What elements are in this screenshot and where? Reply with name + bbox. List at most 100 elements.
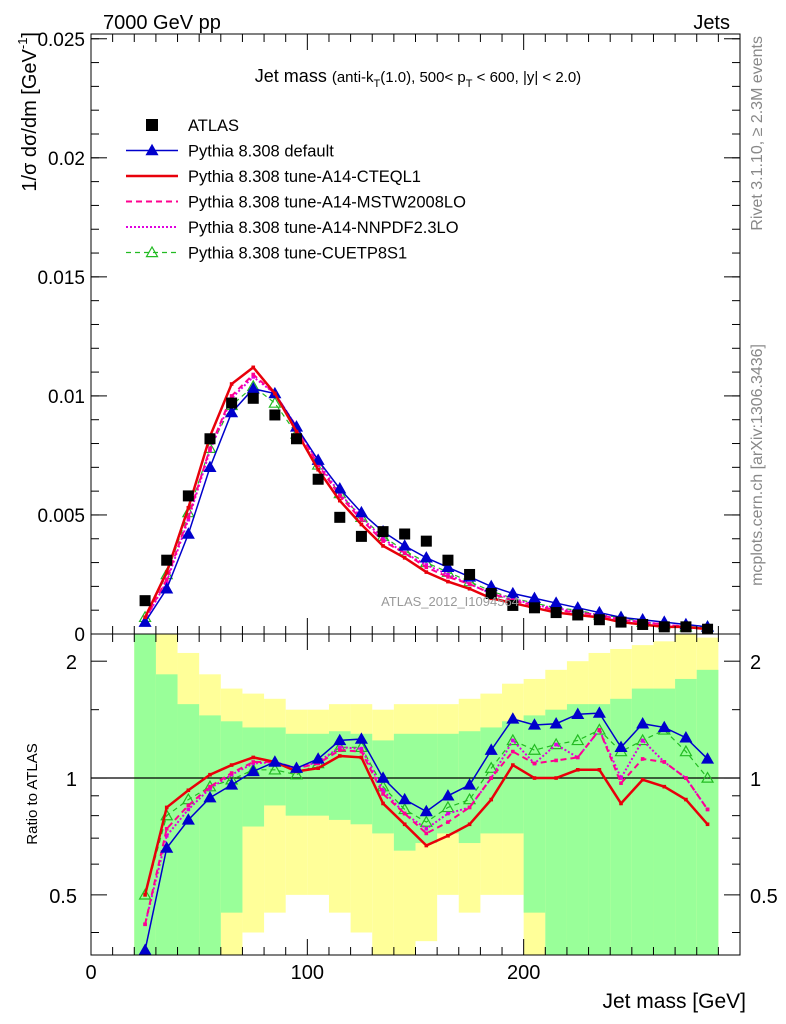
ratio-default-marker	[592, 706, 606, 718]
ratio-default-marker	[225, 778, 239, 790]
main-nnpdf-marker	[511, 596, 515, 601]
main-atlas-point	[377, 526, 389, 538]
main-nnpdf-marker	[359, 515, 364, 520]
ratio-default-marker	[571, 707, 585, 719]
header-left-label: 7000 GeV pp	[103, 12, 221, 34]
main-atlas-point	[637, 618, 649, 630]
ratio-default-marker	[354, 732, 368, 744]
ratio-default-marker	[419, 804, 433, 817]
main-default-marker	[419, 551, 433, 563]
ratio-band-inner	[242, 727, 265, 827]
ratio-y-axis-label: Ratio to ATLAS	[24, 743, 41, 844]
analysis-watermark: ATLAS_2012_I1094564	[381, 594, 519, 609]
ratio-mstw-marker	[575, 755, 580, 760]
main-default-marker	[311, 453, 325, 465]
main-cteql1-marker	[273, 391, 277, 396]
ratio-default-marker	[138, 943, 152, 955]
main-nnpdf-marker	[337, 491, 342, 496]
main-y-axis-label: 1/σ dσ/dm [GeV-1]	[15, 32, 41, 192]
ratio-axes: 0.5 0.5 1 1 2 2 0 100 200	[49, 634, 778, 984]
ratio-mstw-line	[144, 727, 709, 925]
ratio-mstw-marker	[337, 748, 342, 752]
ratio-band-inner	[134, 634, 156, 955]
ratio-cteql1-marker	[467, 822, 472, 827]
main-default-marker	[441, 560, 455, 573]
plot-title: Jet mass (anti-kT(1.0), 500< pT < 600, |…	[255, 66, 581, 90]
main-cteql1-marker	[229, 382, 234, 386]
legend-label-cteql1: Pythia 8.308 tune-A14-CTEQL1	[188, 168, 421, 186]
ratio-default-marker	[333, 733, 347, 746]
ratio-band-inner	[566, 704, 589, 955]
ratio-y-tick-label: 1	[66, 769, 77, 791]
main-cteql1-marker	[467, 586, 472, 591]
ratio-nnpdf-marker	[446, 811, 450, 816]
ratio-mstw-marker	[705, 807, 710, 812]
main-mstw-marker	[467, 582, 472, 586]
ratio-cteql1-marker	[316, 766, 320, 771]
main-cteql1-marker	[143, 615, 147, 620]
plot-title-sub-t1: T	[374, 78, 381, 90]
main-cuetp8s1-marker	[268, 396, 282, 408]
x-axis-label: Jet mass [GeV]	[602, 990, 746, 1013]
main-cteql1-marker	[316, 467, 320, 472]
legend-label-cuetp8s1: Pythia 8.308 tune-CUETP8S1	[188, 245, 407, 263]
main-mstw-marker	[424, 565, 429, 570]
ratio-cteql1-marker	[575, 768, 580, 772]
plot-title-main: Jet mass	[255, 66, 327, 86]
ratio-mstw-marker	[402, 811, 407, 816]
ratio-y-tick-label-right: 2	[750, 652, 761, 674]
main-axes: 0 0.005 0.01 0.015 0.02 0.025	[37, 30, 740, 646]
ratio-y-tick-label-right: 1	[750, 769, 761, 791]
ratio-band-inner	[437, 733, 459, 834]
legend-label-mstw: Pythia 8.308 tune-A14-MSTW2008LO	[188, 194, 466, 212]
main-atlas-point	[442, 554, 454, 566]
main-y-tick-label: 0.025	[37, 30, 85, 51]
ratio-mstw-marker	[684, 776, 688, 780]
ratio-cteql1-marker	[640, 777, 645, 782]
mcplots-label: mcplots.cern.ch [arXiv:1306.3436]	[749, 344, 766, 586]
ratio-band-inner	[523, 715, 546, 913]
ratio-mstw-marker	[489, 776, 494, 780]
ratio-nnpdf-marker	[511, 738, 515, 743]
main-atlas-point	[702, 623, 714, 634]
main-y-tick-label: 0.015	[37, 268, 85, 289]
main-atlas-point	[593, 614, 605, 626]
ratio-cuetp8s1-line	[144, 729, 709, 896]
ratio-band-inner	[675, 678, 697, 955]
legend-label-atlas: ATLAS	[188, 117, 239, 135]
main-atlas-point	[680, 621, 692, 633]
main-mstw-marker	[229, 394, 234, 398]
ratio-cuetp8s1-marker	[268, 763, 282, 775]
main-cuetp8s1-line	[144, 385, 708, 628]
ratio-band-inner	[199, 715, 221, 955]
ratio-band-inner	[220, 721, 243, 913]
main-atlas-point	[615, 616, 627, 628]
main-atlas-point	[528, 602, 540, 614]
main-atlas-point	[247, 392, 259, 404]
ratio-cteql1-marker	[381, 801, 385, 806]
ratio-cteql1-marker	[705, 822, 710, 827]
main-default-marker	[203, 460, 217, 473]
main-y-tick-label: 0.005	[37, 506, 85, 527]
ratio-nnpdf-marker	[186, 807, 191, 812]
legend-entry-mstw: Pythia 8.308 tune-A14-MSTW2008LO	[126, 194, 466, 212]
ratio-mstw-marker	[359, 749, 364, 754]
main-cteql1-marker	[381, 544, 385, 548]
main-cteql1-marker	[294, 429, 299, 434]
legend-entry-cuetp8s1: Pythia 8.308 tune-CUETP8S1	[126, 245, 407, 263]
main-atlas-point	[572, 609, 584, 621]
ratio-default-marker	[181, 813, 195, 825]
main-atlas-point	[226, 397, 238, 409]
ratio-cuetp8s1-marker	[571, 733, 585, 746]
legend-entry-atlas: ATLAS	[146, 117, 239, 135]
ratio-default-marker	[614, 740, 628, 753]
legend: ATLAS Pythia 8.308 default Pythia 8.308 tu…	[126, 117, 466, 263]
legend-cuetp8s1-marker	[145, 245, 159, 258]
main-panel: 0 0.005 0.01 0.015 0.02 0.025 ATLAS_2012_I109…	[37, 30, 741, 646]
ratio-band-inner	[588, 704, 611, 955]
main-atlas-point	[334, 511, 346, 523]
ratio-cuetp8s1-marker	[549, 737, 563, 750]
header-right-label: Jets	[693, 12, 730, 34]
ratio-mstw-marker	[164, 826, 169, 831]
